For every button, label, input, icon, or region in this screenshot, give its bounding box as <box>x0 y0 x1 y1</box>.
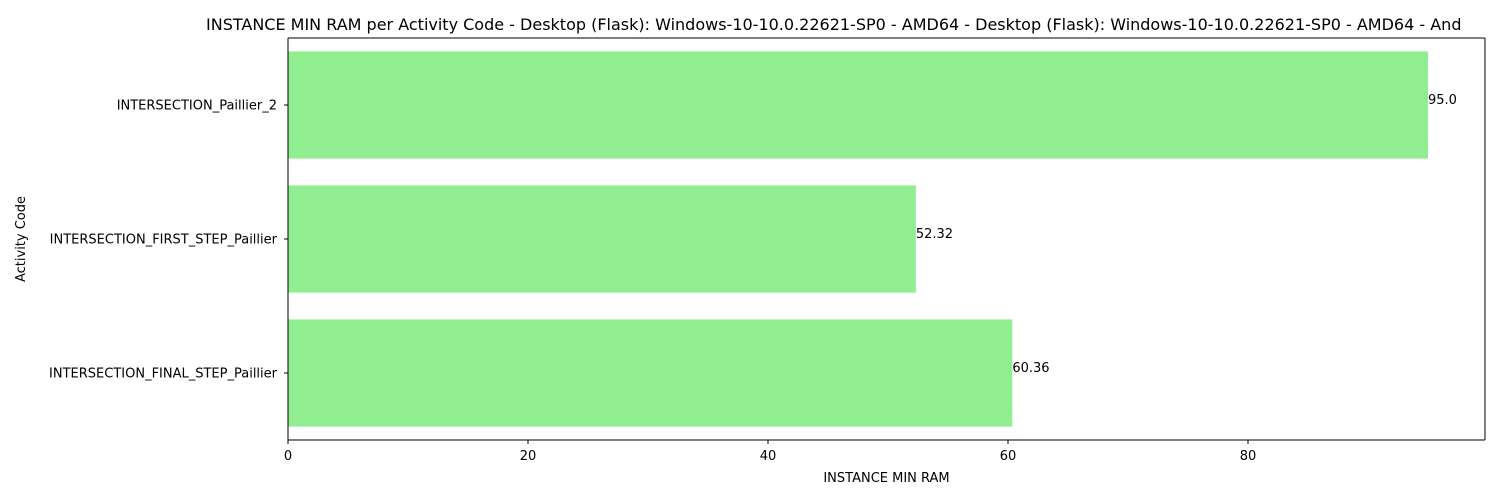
y-ticks-layer: INTERSECTION_Paillier_2 INTERSECTION_FIRS… <box>49 99 288 382</box>
x-tick-label: 40 <box>760 449 777 464</box>
x-tick-label: 60 <box>1000 449 1017 464</box>
y-tick-label: INTERSECTION_FIRST_STEP_Paillier <box>50 233 278 248</box>
y-axis-label: Activity Code <box>14 196 29 282</box>
data-labels-layer: 95.0 52.32 60.36 <box>916 93 1457 376</box>
x-axis-label: INSTANCE MIN RAM <box>823 471 949 486</box>
x-tick-label: 80 <box>1240 449 1257 464</box>
bar-value-label: 60.36 <box>1012 361 1049 376</box>
y-tick-label: INTERSECTION_Paillier_2 <box>117 99 277 114</box>
x-tick-label: 20 <box>520 449 537 464</box>
chart-title: INSTANCE MIN RAM per Activity Code - Des… <box>206 15 1461 34</box>
x-tick-label: 0 <box>284 449 292 464</box>
bar-value-label: 95.0 <box>1428 93 1457 108</box>
x-ticks-layer: 0 20 40 60 80 <box>284 440 1256 464</box>
bar <box>288 51 1428 159</box>
bars-layer <box>288 51 1428 427</box>
bar-value-label: 52.32 <box>916 227 953 242</box>
bar <box>288 185 916 293</box>
y-tick-label: INTERSECTION_FINAL_STEP_Paillier <box>49 367 278 382</box>
bar <box>288 319 1013 427</box>
